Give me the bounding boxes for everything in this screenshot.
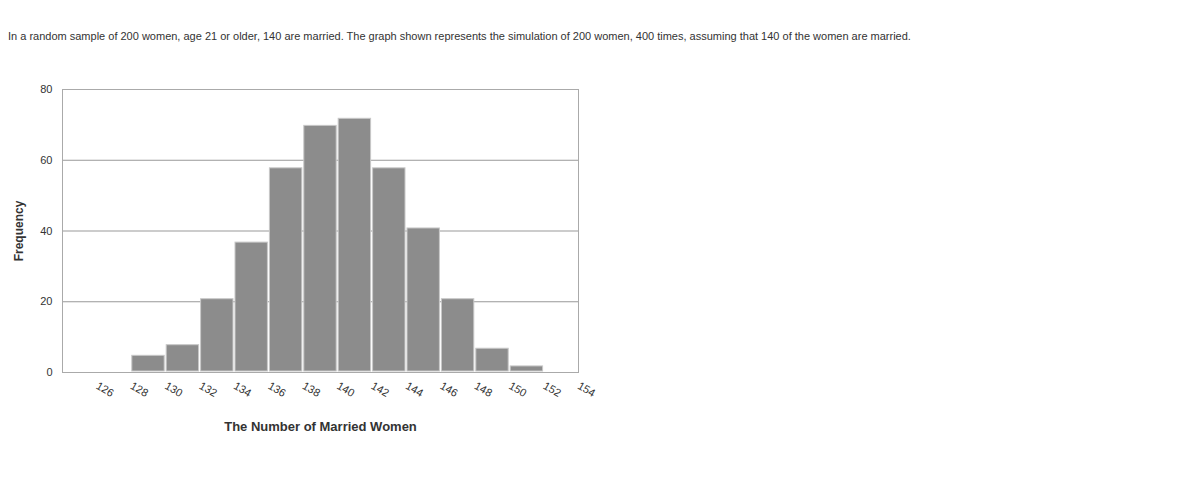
html-text:In a random sample of 200 wome: In a random sample of 200 women, age 21 … [8, 30, 911, 42]
svg-text:80: 80 [40, 83, 52, 95]
svg-text:20: 20 [40, 295, 52, 307]
svg-text:The Number of Married Women: The Number of Married Women [224, 419, 417, 434]
svg-text:138: 138 [301, 379, 323, 399]
svg-text:154: 154 [576, 379, 598, 399]
svg-text:152: 152 [541, 379, 563, 399]
svg-text:148: 148 [473, 379, 495, 399]
svg-text:40: 40 [40, 225, 52, 237]
svg-text:130: 130 [163, 379, 185, 399]
svg-text:60: 60 [40, 154, 52, 166]
svg-text:136: 136 [266, 379, 288, 399]
svg-text:132: 132 [197, 379, 219, 399]
svg-text:Frequency: Frequency [12, 200, 26, 261]
svg-text:134: 134 [232, 379, 254, 399]
svg-text:126: 126 [94, 379, 116, 399]
svg-text:128: 128 [129, 379, 151, 399]
svg-text:0: 0 [46, 366, 52, 378]
svg-text:144: 144 [404, 379, 426, 399]
svg-text:150: 150 [507, 379, 529, 399]
svg-text:142: 142 [369, 379, 391, 399]
svg-text:140: 140 [335, 379, 357, 399]
svg-text:146: 146 [438, 379, 460, 399]
